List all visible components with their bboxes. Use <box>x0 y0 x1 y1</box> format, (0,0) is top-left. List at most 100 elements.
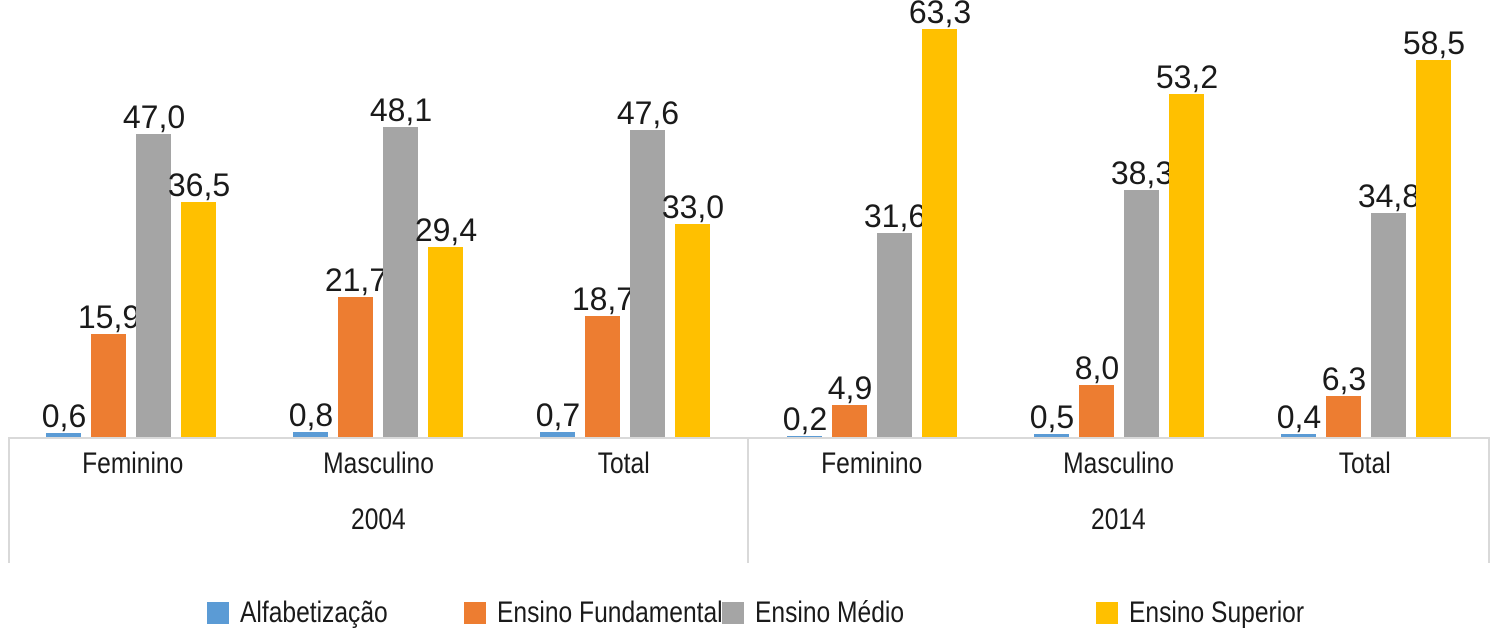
bar-column-ensino-medio: 47,6 <box>617 97 679 437</box>
value-label: 0,6 <box>41 398 87 434</box>
bar-ensino-fundamental <box>91 334 127 437</box>
legend-swatch-alfabetizacao <box>207 602 229 624</box>
value-label: 0,2 <box>782 401 828 437</box>
value-label: 63,3 <box>908 0 972 30</box>
bar-ensino-medio <box>877 233 913 437</box>
bar-group-2004-feminino: 0,6 15,9 47,0 36,5 <box>8 0 255 437</box>
bar-ensino-medio <box>630 130 666 437</box>
category-label: Total <box>501 448 747 480</box>
bar-ensino-superior <box>181 202 217 437</box>
axis-panel-2004: Feminino Masculino Total 2004 <box>10 439 749 563</box>
bar-column-ensino-fundamental: 8,0 <box>1075 352 1119 437</box>
legend-item-ensino-superior: Ensino Superior <box>1096 596 1342 629</box>
value-label: 0,7 <box>535 397 581 433</box>
plot-panel-2004: 0,6 15,9 47,0 36,5 0,8 21,7 48,1 29,4 0,7 18,7 47,… <box>8 0 749 437</box>
bar-column-ensino-medio: 31,6 <box>864 200 926 437</box>
category-row: Feminino Masculino Total <box>749 448 1488 480</box>
bar-column-ensino-fundamental: 18,7 <box>572 283 634 437</box>
bar-group-2004-masculino: 0,8 21,7 48,1 29,4 <box>255 0 502 437</box>
legend-label: Alfabetização <box>240 596 388 629</box>
bar-column-ensino-medio: 48,1 <box>370 94 432 437</box>
bar-ensino-fundamental <box>832 405 868 437</box>
year-label-text: 2014 <box>1091 503 1146 536</box>
bar-column-ensino-superior: 33,0 <box>662 191 724 437</box>
value-label: 0,5 <box>1029 399 1075 435</box>
bar-ensino-medio <box>136 134 172 437</box>
legend-label: Ensino Médio <box>755 596 905 629</box>
bar-column-ensino-superior: 53,2 <box>1156 61 1218 437</box>
category-label: Total <box>1242 448 1488 480</box>
bar-column-ensino-medio: 34,8 <box>1358 180 1420 437</box>
category-label: Masculino <box>256 448 502 480</box>
year-label-2004: 2004 <box>10 503 747 537</box>
bar-column-ensino-medio: 47,0 <box>123 101 185 437</box>
bar-alfabetizacao <box>46 433 82 437</box>
value-label: 58,5 <box>1402 25 1466 61</box>
bar-ensino-medio <box>383 127 419 437</box>
value-label: 47,6 <box>616 95 680 131</box>
category-label: Feminino <box>749 448 995 480</box>
category-label-text: Masculino <box>323 447 434 480</box>
year-label-text: 2004 <box>351 503 406 536</box>
value-label: 33,0 <box>661 189 725 225</box>
value-label: 6,3 <box>1321 361 1367 397</box>
bar-alfabetizacao <box>1034 434 1070 437</box>
category-label: Feminino <box>10 448 256 480</box>
value-label: 15,9 <box>77 299 141 335</box>
bar-column-ensino-superior: 29,4 <box>415 214 477 437</box>
bar-ensino-superior <box>922 29 958 437</box>
value-label: 29,4 <box>414 212 478 248</box>
value-label: 34,8 <box>1357 178 1421 214</box>
bar-ensino-superior <box>675 224 711 437</box>
legend-swatch-ensino-superior <box>1096 602 1118 624</box>
bar-alfabetizacao <box>293 432 329 437</box>
category-axis: Feminino Masculino Total 2004 Feminino M… <box>8 437 1490 563</box>
value-label: 4,9 <box>827 370 873 406</box>
bar-column-ensino-superior: 36,5 <box>168 169 230 437</box>
bar-ensino-superior <box>1169 94 1205 437</box>
value-label: 36,5 <box>167 167 231 203</box>
bar-column-ensino-superior: 63,3 <box>909 0 971 437</box>
legend-item-ensino-medio: Ensino Médio <box>722 596 937 629</box>
year-label-2014: 2014 <box>749 503 1488 537</box>
value-label: 31,6 <box>863 198 927 234</box>
category-label-text: Total <box>598 447 651 480</box>
bar-column-ensino-superior: 58,5 <box>1403 27 1465 437</box>
plot-area: 0,6 15,9 47,0 36,5 0,8 21,7 48,1 29,4 0,7 18,7 47,… <box>8 0 1490 437</box>
bar-column-alfabetizacao: 0,4 <box>1277 401 1321 437</box>
bar-column-alfabetizacao: 0,2 <box>783 403 827 437</box>
category-label: Masculino <box>995 448 1241 480</box>
value-label: 38,3 <box>1110 155 1174 191</box>
bar-group-2014-masculino: 0,5 8,0 38,3 53,2 <box>996 0 1243 437</box>
bar-column-ensino-medio: 38,3 <box>1111 157 1173 437</box>
value-label: 0,4 <box>1276 399 1322 435</box>
bar-group-2014-total: 0,4 6,3 34,8 58,5 <box>1243 0 1490 437</box>
bar-alfabetizacao <box>540 432 576 437</box>
bar-ensino-superior <box>428 247 464 437</box>
bar-column-ensino-fundamental: 4,9 <box>828 372 872 437</box>
category-row: Feminino Masculino Total <box>10 448 747 480</box>
bar-ensino-fundamental <box>585 316 621 437</box>
legend: Alfabetização Ensino Fundamental Ensino … <box>0 596 1500 629</box>
bar-alfabetizacao <box>1281 434 1317 437</box>
category-label-text: Total <box>1338 447 1391 480</box>
bar-column-alfabetizacao: 0,5 <box>1030 401 1074 437</box>
bar-group-2014-feminino: 0,2 4,9 31,6 63,3 <box>749 0 996 437</box>
bar-column-alfabetizacao: 0,7 <box>536 399 580 437</box>
legend-label: Ensino Superior <box>1129 596 1305 629</box>
legend-item-ensino-fundamental: Ensino Fundamental <box>464 596 772 629</box>
legend-label: Ensino Fundamental <box>497 596 723 629</box>
bar-column-alfabetizacao: 0,6 <box>42 400 86 437</box>
bar-alfabetizacao <box>787 436 823 437</box>
category-label-text: Feminino <box>821 447 923 480</box>
value-label: 0,8 <box>288 397 334 433</box>
value-label: 21,7 <box>324 262 388 298</box>
bar-column-ensino-fundamental: 21,7 <box>325 264 387 437</box>
value-label: 53,2 <box>1155 59 1219 95</box>
bar-column-alfabetizacao: 0,8 <box>289 399 333 437</box>
plot-panel-2014: 0,2 4,9 31,6 63,3 0,5 8,0 38,3 53,2 0,4 6,3 34,8 58… <box>749 0 1490 437</box>
legend-swatch-ensino-fundamental <box>464 602 486 624</box>
bar-ensino-fundamental <box>1326 396 1362 437</box>
value-label: 47,0 <box>122 99 186 135</box>
